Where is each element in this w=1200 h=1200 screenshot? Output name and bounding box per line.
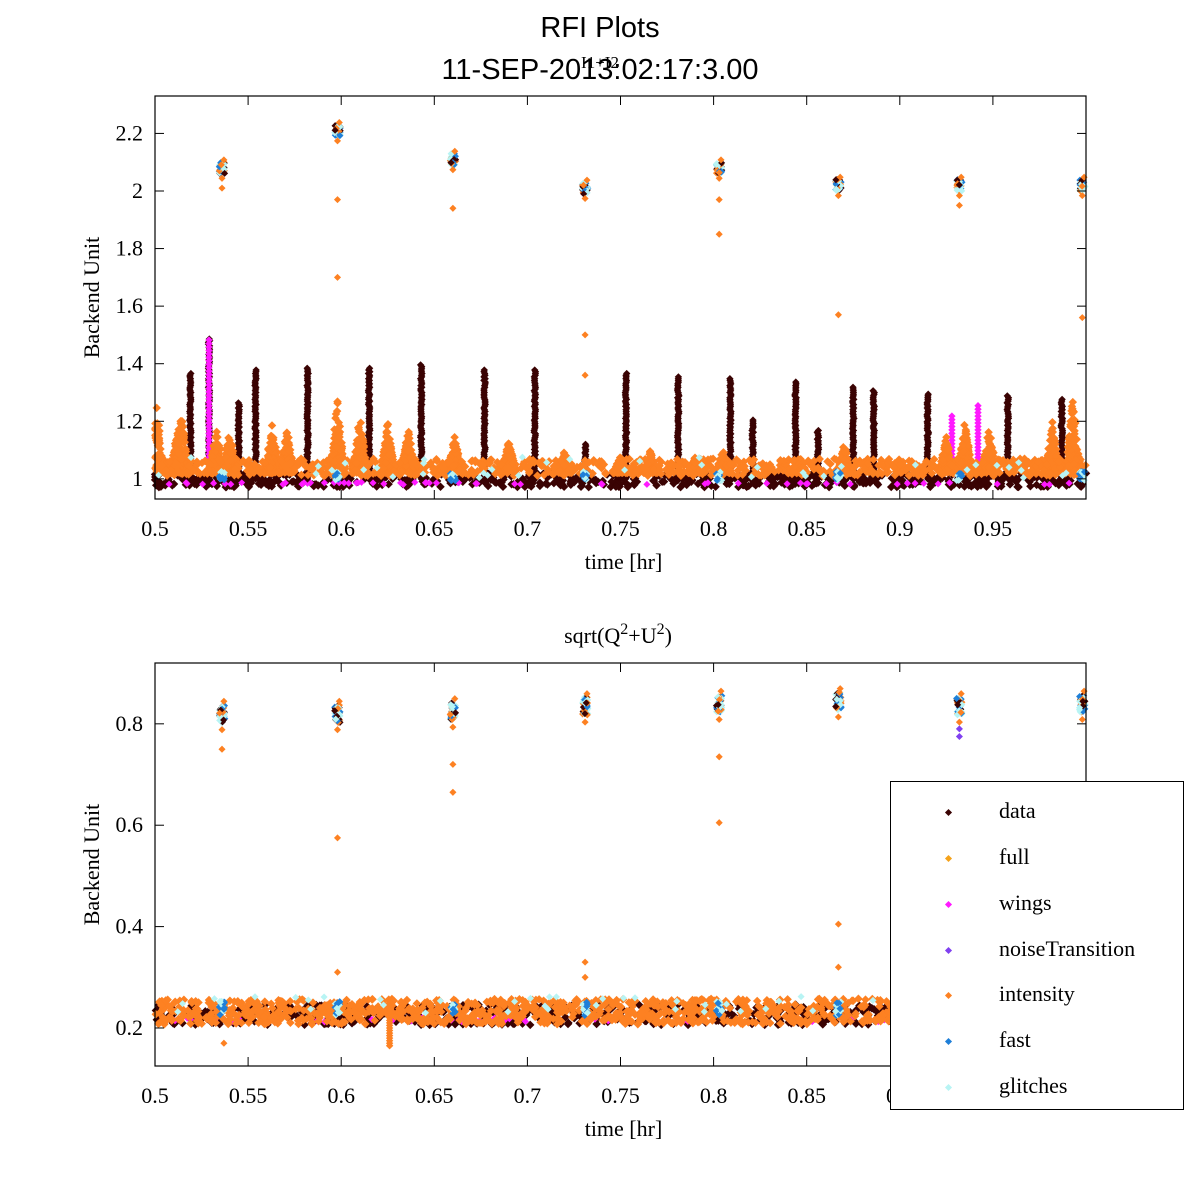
data-point: [267, 421, 277, 430]
data-point: [498, 482, 508, 491]
data-point: [436, 482, 445, 491]
data-point: [711, 482, 720, 491]
scatter-points: [150, 118, 1091, 492]
top-panel-title: I1+I2: [581, 53, 619, 72]
data-point: [754, 479, 764, 488]
data-point: [289, 477, 298, 486]
data-point: [384, 479, 393, 489]
figure-title: RFI Plots: [540, 12, 660, 44]
data-point: [643, 480, 651, 488]
panel-intensity: 0.5 0.55 0.6 0.65 0.7 0.75 0.8 0.85 0.9 0.9511.21…: [79, 95, 1091, 574]
figure-datetime: 11-SEP-2013:02:17:3.00: [441, 54, 759, 86]
data-point: [152, 403, 161, 413]
data-point: [584, 482, 593, 492]
data-point: [840, 481, 850, 491]
data-point: [557, 478, 566, 488]
data-point: [659, 477, 669, 486]
data-point: [1026, 482, 1035, 491]
